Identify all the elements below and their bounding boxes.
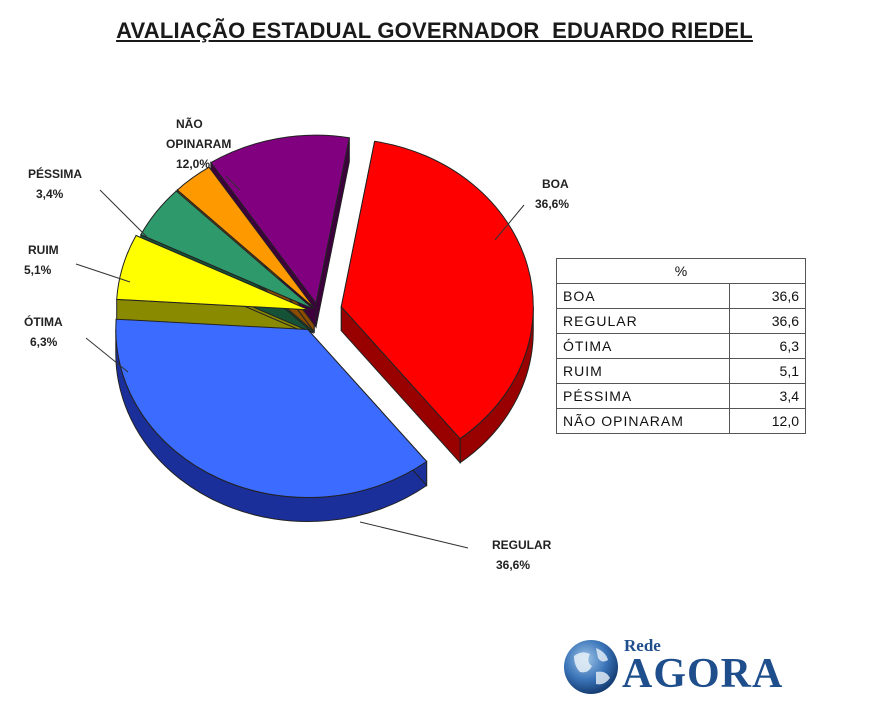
leader-line-nao-opinaram: [225, 175, 241, 191]
table-cell-label: NÃO OPINARAM: [556, 408, 730, 434]
slice-value-label: 5,1%: [24, 263, 52, 277]
slice-pessima: [176, 166, 315, 309]
table-cell-value: 6,3: [729, 333, 806, 359]
table-cell-label: RUIM: [556, 358, 730, 384]
table-cell-label: PÉSSIMA: [556, 383, 730, 409]
slice-value-label: 36,6%: [535, 197, 569, 211]
slice-value-label: 3,4%: [36, 187, 64, 201]
logo-agora-text: AGORA: [622, 651, 784, 697]
slice-name-label: ÓTIMA: [24, 314, 63, 329]
globe-icon: [564, 640, 618, 694]
slice-value-label: 36,6%: [496, 558, 530, 572]
leader-line-regular: [359, 521, 469, 549]
table-row: BOA 36,6: [556, 283, 806, 309]
slice-nao-opinaram: [210, 134, 350, 305]
slice-value-label: 12,0%: [176, 157, 210, 171]
slice-name-label: RUIM: [28, 243, 59, 257]
slice-name-label: NÃO: [176, 116, 203, 131]
table-cell-value: 36,6: [729, 308, 806, 334]
table-cell-label: BOA: [556, 283, 730, 309]
table-cell-value: 12,0: [729, 408, 806, 434]
table-row: PÉSSIMA 3,4: [556, 383, 806, 409]
slice-name-label: PÉSSIMA: [28, 166, 82, 181]
rede-agora-logo: Rede AGORA: [562, 634, 802, 698]
table-cell-label: REGULAR: [556, 308, 730, 334]
table-cell-value: 5,1: [729, 358, 806, 384]
leader-line-pessima: [99, 189, 151, 241]
slice-name-label: REGULAR: [492, 538, 552, 552]
table-header-row: %: [556, 258, 806, 284]
slice-ruim: [140, 190, 314, 310]
logo-rede-text: Rede: [624, 636, 661, 655]
table-row: RUIM 5,1: [556, 358, 806, 384]
table-row: NÃO OPINARAM 12,0: [556, 408, 806, 434]
leader-line-otima: [85, 337, 129, 373]
table-row: ÓTIMA 6,3: [556, 333, 806, 359]
slice-boa: [340, 140, 534, 440]
slice-otima: [116, 234, 309, 311]
leader-line-boa: [494, 204, 525, 241]
chart-title: AVALIAÇÃO ESTADUAL GOVERNADOR EDUARDO RI…: [116, 18, 753, 43]
data-table: % BOA 36,6 REGULAR 36,6 ÓTIMA 6,3 RUIM 5…: [556, 258, 806, 434]
table-cell-label: ÓTIMA: [556, 333, 730, 359]
slice-value-label: 6,3%: [30, 335, 58, 349]
leader-line-ruim: [75, 263, 131, 283]
slice-name-label: OPINARAM: [166, 137, 231, 151]
slice-regular: [115, 318, 428, 499]
slice-name-label: BOA: [542, 177, 569, 191]
table-cell-value: 36,6: [729, 283, 806, 309]
table-row: REGULAR 36,6: [556, 308, 806, 334]
table-header: %: [556, 258, 806, 284]
table-cell-value: 3,4: [729, 383, 806, 409]
